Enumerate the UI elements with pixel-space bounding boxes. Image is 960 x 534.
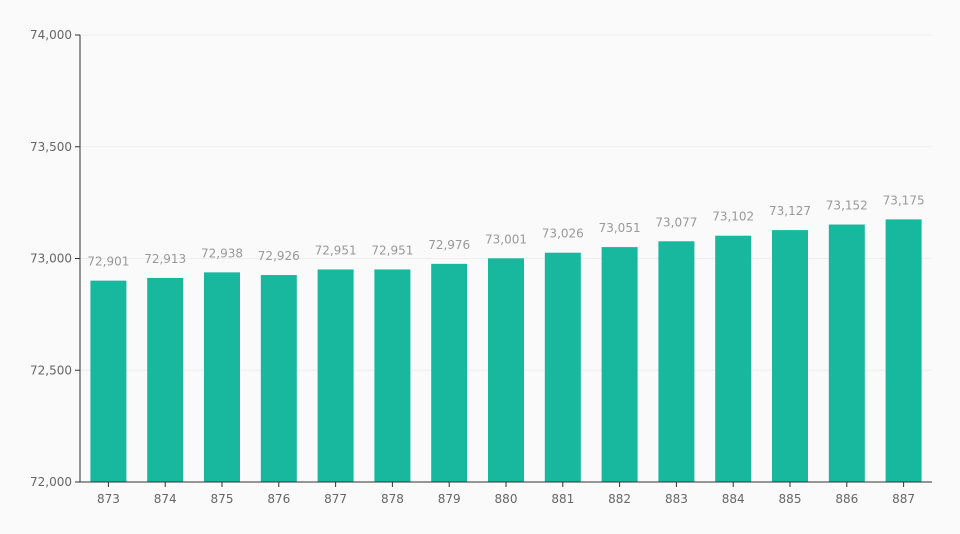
bar [772, 230, 808, 482]
bar [601, 247, 638, 482]
bar [204, 272, 240, 482]
data-label: 72,951 [315, 243, 357, 257]
x-tick-label: 875 [211, 492, 234, 506]
data-label: 73,102 [712, 210, 754, 224]
x-tick-label: 884 [722, 492, 745, 506]
x-tick-label: 885 [779, 492, 802, 506]
bar [544, 252, 581, 482]
bar [885, 219, 922, 482]
x-tick-label: 887 [892, 492, 915, 506]
bar [715, 235, 752, 482]
data-label: 73,026 [542, 227, 584, 241]
x-tick-label: 879 [438, 492, 461, 506]
y-tick-label: 73,000 [30, 252, 72, 266]
bars [90, 219, 922, 482]
bar [828, 224, 865, 482]
bar [147, 277, 184, 482]
data-label: 73,001 [485, 232, 527, 246]
x-tick-label: 881 [551, 492, 574, 506]
data-label: 73,127 [769, 204, 811, 218]
data-label: 73,077 [655, 215, 697, 229]
bar [431, 263, 468, 482]
x-tick-label: 873 [97, 492, 120, 506]
x-tick-label: 876 [267, 492, 290, 506]
x-tick-label: 883 [665, 492, 688, 506]
data-label: 72,976 [428, 238, 470, 252]
data-label: 72,951 [371, 243, 413, 257]
axes: 72,000 72,500 73,000 73,500 74,000 873 874 875 8… [30, 28, 932, 506]
data-label: 72,901 [87, 255, 129, 269]
x-tick-label: 882 [608, 492, 631, 506]
bar [658, 241, 695, 482]
bar [317, 269, 354, 482]
x-tick-label: 886 [835, 492, 858, 506]
bar [260, 275, 297, 482]
data-label: 73,051 [599, 221, 641, 235]
data-label: 72,938 [201, 246, 243, 260]
bar [374, 269, 411, 482]
x-tick-label: 874 [154, 492, 177, 506]
data-label: 73,175 [883, 193, 925, 207]
x-tick-label: 877 [324, 492, 347, 506]
y-tick-label: 72,500 [30, 363, 72, 377]
x-tick-label: 880 [495, 492, 518, 506]
y-tick-label: 73,500 [30, 140, 72, 154]
bar [488, 258, 524, 482]
y-tick-label: 72,000 [30, 475, 72, 489]
data-label: 73,152 [826, 199, 868, 213]
data-labels: 72,901 72,913 72,938 72,926 72,951 72,951 72,9… [87, 193, 924, 268]
data-label: 72,913 [144, 252, 186, 266]
data-label: 72,926 [258, 249, 300, 263]
x-tick-label: 878 [381, 492, 404, 506]
y-tick-label: 74,000 [30, 28, 72, 42]
bar [90, 280, 127, 482]
